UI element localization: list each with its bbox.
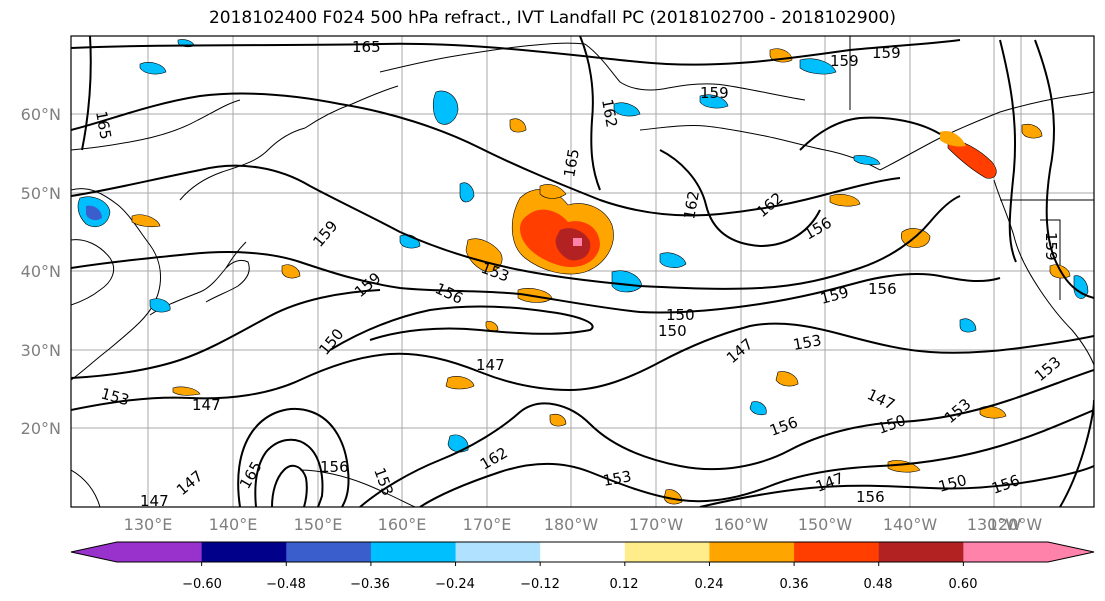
contour-label: 147 xyxy=(723,335,757,367)
lon-label: 130°E xyxy=(124,515,173,534)
colorbar-segment xyxy=(963,542,1049,562)
colorbar-segment xyxy=(709,542,795,562)
contour-label: 159 xyxy=(818,283,850,308)
colorbar-tick-label: 0.48 xyxy=(864,577,893,592)
contour-label: 165 xyxy=(92,110,115,141)
contour-label: 153 xyxy=(479,259,512,286)
lon-label: 130°W xyxy=(967,515,1022,534)
refractivity-anomaly-fill xyxy=(77,39,1089,505)
contour-label: 156 xyxy=(432,279,466,307)
colorbar-extend-low xyxy=(71,542,117,562)
colorbar-segment xyxy=(117,542,203,562)
map-title: 2018102400 F024 500 hPa refract., IVT La… xyxy=(208,8,896,28)
colorbar-tick-label: −0.60 xyxy=(182,577,222,592)
contour-label: 156 xyxy=(801,214,835,244)
colorbar-tick-label: 0.24 xyxy=(695,577,724,592)
contour-label: 147 xyxy=(173,467,207,499)
contour-label: 162 xyxy=(598,98,621,129)
contour-label: 153 xyxy=(370,465,397,498)
colorbar-extend-high xyxy=(1048,542,1094,562)
contour-label: 153 xyxy=(1031,353,1065,385)
lon-label: 170°W xyxy=(629,515,684,534)
height-contours xyxy=(71,36,1094,507)
lon-label: 180°W xyxy=(544,515,599,534)
contour-label: 153 xyxy=(602,467,633,490)
contour-label: 147 xyxy=(476,356,505,374)
contour-labels: 165 159 159 162 165 159 162 162 165 159 … xyxy=(92,38,1065,510)
lon-label: 150°E xyxy=(294,515,343,534)
coastlines xyxy=(71,36,1094,507)
contour-label: 150 xyxy=(666,306,695,324)
colorbar-tick-label: −0.12 xyxy=(520,577,560,592)
contour-label: 162 xyxy=(753,189,787,221)
colorbar-segment xyxy=(540,542,626,562)
colorbar-segment xyxy=(286,542,372,562)
lon-label: 150°W xyxy=(798,515,853,534)
colorbar-outline xyxy=(70,541,1095,563)
lat-label: 50°N xyxy=(21,184,61,203)
lon-label: 140°W xyxy=(883,515,938,534)
contour-label: 150 xyxy=(936,471,968,496)
contour-label: 147 xyxy=(140,492,169,510)
lon-label: 120°W xyxy=(988,515,1043,534)
colorbar-segment xyxy=(201,542,287,562)
contour-label: 153 xyxy=(792,331,823,354)
colorbar-segment xyxy=(878,542,964,562)
colorbar-tick-label: 0.60 xyxy=(949,577,978,592)
contour-label: 159 xyxy=(700,84,729,102)
contour-label: 147 xyxy=(192,396,221,414)
colorbar-tick-label: −0.36 xyxy=(350,577,390,592)
colorbar-segment xyxy=(370,542,457,562)
contour-label: 153 xyxy=(99,384,131,409)
colorbar-tick-labels: −0.60 −0.48 −0.36 −0.24 −0.12 0.12 0.24 … xyxy=(182,577,977,592)
colorbar xyxy=(70,541,1095,566)
lat-label: 60°N xyxy=(21,105,61,124)
lon-label: 160°W xyxy=(714,515,769,534)
colorbar-segment xyxy=(794,542,880,562)
lat-label: 20°N xyxy=(21,419,61,438)
lon-label: 160°E xyxy=(378,515,427,534)
contour-label: 162 xyxy=(680,189,703,220)
contour-label: 159 xyxy=(1042,232,1060,261)
contour-label: 159 xyxy=(309,217,341,251)
colorbar-tick-label: 0.12 xyxy=(610,577,639,592)
contour-label: 156 xyxy=(856,488,885,506)
contour-label: 165 xyxy=(560,147,583,178)
lon-label: 170°E xyxy=(463,515,512,534)
contour-label: 156 xyxy=(767,413,800,440)
contour-label: 153 xyxy=(941,395,975,427)
contour-label: 159 xyxy=(872,44,901,62)
contour-label: 156 xyxy=(320,458,349,476)
colorbar-tick-label: −0.48 xyxy=(266,577,306,592)
contour-label: 150 xyxy=(315,325,347,359)
contour-label: 159 xyxy=(351,269,385,301)
colorbar-tick-label: 0.36 xyxy=(780,577,809,592)
map-frame xyxy=(70,35,1095,508)
contour-label: 150 xyxy=(875,411,908,438)
contour-label: 156 xyxy=(868,280,897,298)
contour-label: 159 xyxy=(830,52,859,70)
colorbar-segment xyxy=(624,542,710,562)
colorbar-tick-label: −0.24 xyxy=(435,577,475,592)
latitude-labels: 60°N 50°N 40°N 30°N 20°N xyxy=(21,105,61,438)
lat-label: 40°N xyxy=(21,262,61,281)
contour-label: 150 xyxy=(658,322,687,340)
contour-label: 165 xyxy=(352,38,381,56)
lat-label: 30°N xyxy=(21,341,61,360)
contour-label: 162 xyxy=(477,444,511,474)
contour-label: 147 xyxy=(864,385,898,413)
lon-label: 140°E xyxy=(209,515,258,534)
colorbar-segment xyxy=(455,542,541,562)
longitude-labels: 130°E 140°E 150°E 160°E 170°E 180°W 170°… xyxy=(124,515,1043,534)
